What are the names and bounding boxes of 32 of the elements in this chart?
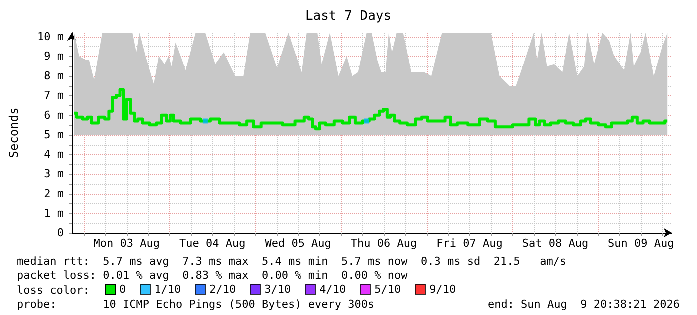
y-tick-label: 2 m (44, 187, 64, 200)
x-tick-label: Mon 03 Aug (94, 237, 160, 250)
x-tick-label: Sat 08 Aug (522, 237, 589, 250)
legend-label: 3/10 (264, 283, 292, 296)
legend-label: 9/10 (430, 283, 456, 296)
x-tick-label: Fri 07 Aug (436, 237, 503, 250)
legend-label: 2/10 (210, 283, 236, 296)
y-tick-label: 8 m (44, 70, 64, 83)
y-tick-label: 7 m (44, 89, 64, 102)
y-tick-label: 4 m (44, 148, 64, 162)
legend-label: 1/10 (154, 283, 182, 296)
x-tick-label: Wed 05 Aug (265, 237, 332, 250)
chart-title: Last 7 Days (305, 9, 392, 24)
legend-label: 0 (120, 283, 126, 296)
y-axis-title: Seconds (7, 108, 21, 158)
y-tick-label: 5 m (44, 128, 64, 142)
y-tick-label: 3 m (44, 168, 64, 181)
y-tick-label: 6 m (44, 108, 64, 122)
x-tick-label: Tue 04 Aug (179, 237, 246, 250)
y-tick-label: 10 m (38, 30, 64, 44)
text: probe: 10 ICMP Echo Pings (500 Bytes) every 300s (17, 298, 375, 311)
x-tick-label: Sun 09 Aug (608, 237, 674, 250)
y-tick-label: 9 m (44, 50, 64, 64)
y-tick-label: 0 (57, 226, 64, 240)
x-tick-label: Thu 06 Aug (350, 237, 418, 250)
legend-title: loss color: (17, 284, 90, 297)
text: end: Sun Aug 9 20:38:21 2026 (488, 298, 680, 311)
y-tick-label: 1 m (44, 206, 64, 220)
legend-label: 5/10 (374, 283, 402, 296)
text: median rtt: 5.7 ms avg 7.3 ms max 5.4 ms min 5.7 ms now 0.3 ms sd 21.5 am/s (17, 255, 567, 268)
legend-label: 4/10 (320, 283, 346, 296)
text: packet loss: 0.01 % avg 0.83 % max 0.00 % min 0.00 % now (17, 269, 408, 282)
